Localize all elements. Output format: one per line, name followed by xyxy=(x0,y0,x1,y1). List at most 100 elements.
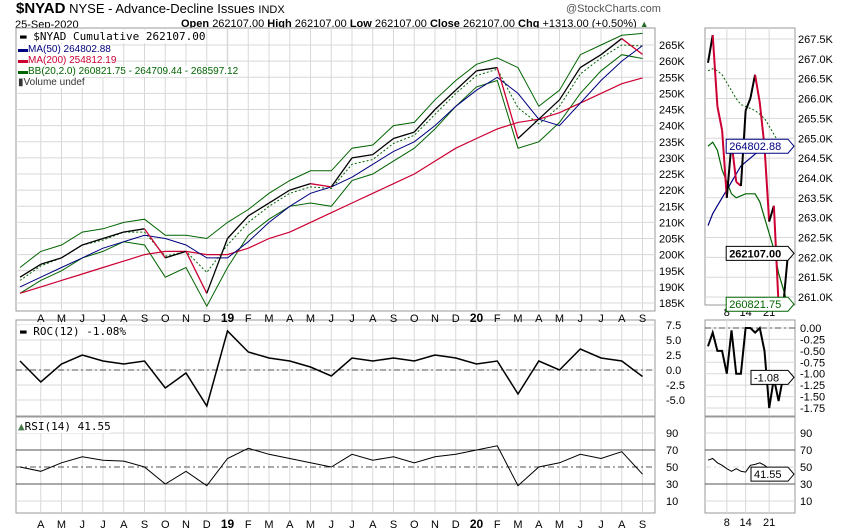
x-month-label: A xyxy=(286,313,294,325)
x-month-label: A xyxy=(369,313,377,325)
roc-y-tick: -2.5 xyxy=(666,380,685,392)
price-segment xyxy=(600,38,623,56)
x-month-label: D xyxy=(452,313,460,325)
roc-y-tick: -5.0 xyxy=(666,395,685,407)
roc-y-tick: 0.0 xyxy=(666,365,681,377)
rsi-y-tick: 70 xyxy=(666,445,678,457)
price-segment xyxy=(558,67,581,101)
up-arrow-icon: ▲ xyxy=(639,19,649,29)
close-label: Close xyxy=(429,18,460,30)
detail-day-label: 8 xyxy=(724,307,730,319)
detail-roc-tick: 0.00 xyxy=(800,323,821,335)
y-tick-label: 210K xyxy=(659,217,685,229)
y-tick-label: 225K xyxy=(659,169,685,181)
x-month-label: J xyxy=(349,313,355,325)
x-month-label: A xyxy=(535,313,543,325)
x-month-label: N xyxy=(431,519,439,530)
x-month-label: J xyxy=(80,519,86,530)
rsi-legend-text: RSI(14) 41.55 xyxy=(24,420,111,433)
detail-day-label: 14 xyxy=(740,517,752,529)
x-month-label: N xyxy=(431,313,439,325)
x-month-label: M xyxy=(513,313,522,325)
x-month-label: J xyxy=(80,313,86,325)
rsi-legend: ▲RSI(14) 41.55 xyxy=(18,420,111,433)
x-month-label: N xyxy=(182,519,190,530)
rsi-value-tag: 41.55 xyxy=(754,469,782,481)
x-month-label: S xyxy=(141,519,148,530)
detail-y-tick: 261.0K xyxy=(798,292,834,304)
x-month-label: 20 xyxy=(470,517,484,530)
detail-rsi-tick: 30 xyxy=(800,479,812,491)
legend-ma50-text: MA(50) 264802.88 xyxy=(28,44,111,55)
bb-lower-value-tag: 260821.75 xyxy=(729,299,781,311)
x-month-label: O xyxy=(410,313,419,325)
price-segment xyxy=(165,250,187,259)
price-segment xyxy=(579,54,602,69)
ma50-value-tag: 264802.88 xyxy=(729,141,781,153)
x-month-label: A xyxy=(369,519,377,530)
legend-series-text: $NYAD Cumulative 262107.00 xyxy=(33,30,206,43)
x-month-label: J xyxy=(578,519,584,530)
roc-value-tag: -1.08 xyxy=(754,372,779,384)
price-segment xyxy=(268,189,291,204)
rsi-y-tick: 90 xyxy=(666,428,678,440)
detail-y-tick: 265.5K xyxy=(798,113,834,125)
open-label: Open xyxy=(181,18,210,30)
price-segment xyxy=(538,99,560,120)
x-month-label: F xyxy=(245,313,252,325)
x-month-label: A xyxy=(286,519,294,530)
y-tick-label: 230K xyxy=(659,153,685,165)
price-segment xyxy=(517,118,540,140)
x-month-label: 20 xyxy=(470,311,484,325)
open-value: 262107.00 xyxy=(212,18,265,30)
y-tick-label: 220K xyxy=(659,185,685,197)
x-month-label: A xyxy=(618,519,626,530)
x-month-label: D xyxy=(452,519,460,530)
y-tick-label: 255K xyxy=(659,72,685,84)
x-month-label: A xyxy=(37,519,45,530)
x-month-label: M xyxy=(306,313,315,325)
detail-y-tick: 266.5K xyxy=(798,74,834,86)
detail-y-tick: 262.0K xyxy=(798,252,834,264)
price-segment xyxy=(476,66,498,72)
y-tick-label: 190K xyxy=(659,282,685,294)
x-month-label: N xyxy=(182,313,190,325)
y-tick-label: 235K xyxy=(659,137,685,149)
x-month-label: S xyxy=(390,313,397,325)
high-label: High xyxy=(267,18,292,30)
price-segment xyxy=(455,70,477,91)
x-month-label: J xyxy=(598,313,604,325)
high-value: 262107.00 xyxy=(294,18,347,30)
price-segment xyxy=(143,228,166,259)
detail-y-tick: 266.0K xyxy=(798,94,834,106)
x-month-label: M xyxy=(57,313,66,325)
rsi-mountain-icon: ▲ xyxy=(18,420,25,433)
x-month-label: O xyxy=(410,519,419,530)
detail-day-label: 8 xyxy=(724,517,730,529)
y-tick-label: 205K xyxy=(659,234,685,246)
price-segment xyxy=(123,228,145,233)
x-month-label: M xyxy=(555,519,564,530)
y-tick-label: 195K xyxy=(659,266,685,278)
x-month-label: O xyxy=(161,313,170,325)
ohlc-readout: Open 262107.00 High 262107.00 Low 262107… xyxy=(181,18,649,30)
detail-roc-tick: -1.25 xyxy=(800,380,825,392)
x-month-label: J xyxy=(329,519,335,530)
detail-price-segment xyxy=(711,34,719,107)
low-value: 262107.00 xyxy=(374,18,427,30)
x-month-label: F xyxy=(494,519,501,530)
detail-panel-frame-1 xyxy=(704,319,796,417)
detail-price-segment xyxy=(763,146,771,222)
watermark: @StockCharts.com xyxy=(566,3,661,15)
x-month-label: O xyxy=(161,519,170,530)
detail-y-tick: 263.0K xyxy=(798,213,834,225)
x-month-label: S xyxy=(390,519,397,530)
x-month-label: M xyxy=(264,519,273,530)
low-label: Low xyxy=(349,18,372,30)
x-month-label: D xyxy=(203,313,211,325)
x-month-label: J xyxy=(100,313,106,325)
rsi-y-tick: 30 xyxy=(666,479,678,491)
y-tick-label: 215K xyxy=(659,201,685,213)
legend-bb: ▬BB(20,2.0) 260821.75 - 264709.44 - 2685… xyxy=(18,66,239,77)
roc-y-tick: 7.5 xyxy=(666,320,681,332)
